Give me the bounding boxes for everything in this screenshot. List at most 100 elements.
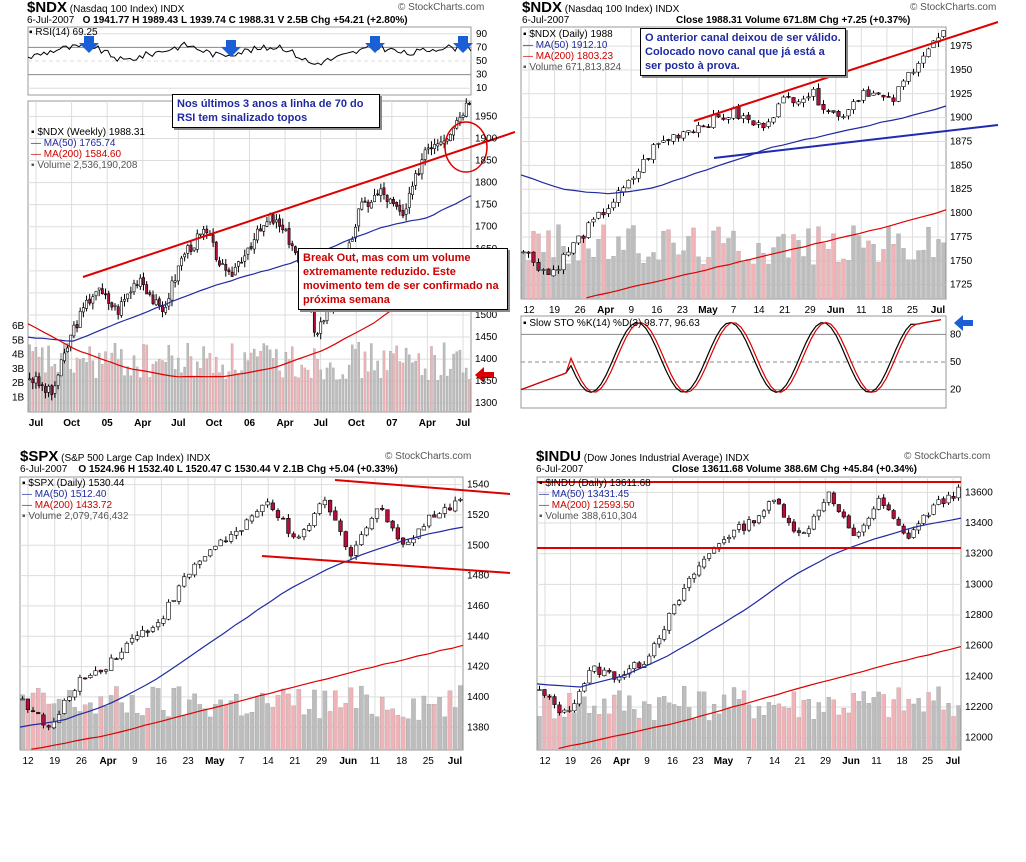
- candle: [861, 524, 866, 533]
- volume-bar: [436, 380, 440, 413]
- ma50-line: [536, 517, 962, 688]
- rsi-line: [27, 41, 472, 66]
- candle: [677, 600, 682, 605]
- volume-bar: [846, 712, 851, 751]
- candle: [542, 689, 547, 696]
- candle: [458, 499, 463, 501]
- x-tick-label: 19: [49, 756, 61, 767]
- candle: [83, 677, 88, 680]
- volume-bar: [107, 362, 110, 413]
- y-tick-label: 1460: [467, 601, 490, 612]
- volume-bar: [721, 694, 727, 751]
- volume-bar: [56, 372, 60, 413]
- volume-bar: [72, 707, 77, 751]
- y-tick-label: 1800: [950, 208, 973, 219]
- candle: [252, 239, 256, 250]
- sto-marker-arrow: [954, 315, 973, 331]
- volume-bar: [652, 720, 657, 751]
- volume-bar: [756, 243, 761, 300]
- volume-bar: [205, 358, 209, 413]
- volume-bar: [886, 717, 891, 751]
- volume-bar: [816, 226, 821, 300]
- volume-bar: [711, 704, 717, 751]
- volume-bar: [208, 353, 212, 413]
- volume-bar: [72, 372, 76, 413]
- candle: [547, 695, 552, 698]
- candle: [366, 201, 370, 207]
- volume-bar: [896, 687, 901, 751]
- channel-annotation: O anterior canal deixou de ser válido. C…: [640, 28, 846, 76]
- candle: [712, 548, 717, 554]
- volume-bar: [641, 263, 646, 300]
- volume-bar: [546, 230, 551, 300]
- candle: [771, 117, 776, 123]
- volume-bar: [202, 708, 208, 751]
- volume-bar: [682, 686, 687, 751]
- candle: [376, 193, 380, 196]
- volume-bar: [677, 706, 682, 751]
- y-tick-label: 1800: [475, 178, 498, 189]
- volume-bar: [171, 687, 177, 751]
- volume-bar: [260, 692, 265, 751]
- candle: [275, 510, 281, 518]
- candle: [287, 228, 291, 245]
- candle: [218, 260, 221, 266]
- candle: [430, 147, 433, 150]
- candle: [936, 499, 941, 505]
- volume-bar: [189, 356, 193, 413]
- candle: [357, 208, 361, 227]
- volume-bar: [452, 707, 458, 751]
- candle: [343, 531, 348, 548]
- ma50-line: [19, 526, 464, 728]
- candle: [886, 504, 891, 511]
- volume-bar: [150, 686, 156, 751]
- candle: [956, 486, 961, 499]
- x-tick-label: 07: [386, 418, 398, 429]
- volume-bar: [91, 360, 95, 413]
- volume-bar: [631, 225, 636, 300]
- volume-bar: [537, 716, 542, 751]
- candle: [556, 269, 561, 272]
- volume-bar: [35, 688, 41, 751]
- symbol: $NDX: [27, 0, 68, 16]
- volume-bar: [287, 359, 291, 413]
- legend: ▪ $INDU (Daily) 13611.68 — MA(50) 13431.…: [539, 478, 651, 522]
- x-tick-label: Jun: [339, 756, 357, 767]
- candle: [707, 553, 712, 559]
- candle: [78, 310, 82, 328]
- x-tick-label: 25: [423, 756, 435, 767]
- volume-bar: [202, 346, 205, 413]
- candle: [421, 526, 427, 531]
- candle: [571, 242, 576, 254]
- candle: [458, 117, 462, 123]
- candle: [676, 134, 681, 139]
- candle: [662, 629, 667, 640]
- candle: [681, 131, 686, 139]
- x-tick-label: Jul: [171, 418, 186, 429]
- volume-bar: [465, 367, 468, 413]
- y-tick-label: 1480: [467, 571, 490, 582]
- volume-tick-label: 2B: [12, 378, 25, 389]
- volume-bar: [85, 362, 88, 413]
- volume-bar: [187, 699, 192, 751]
- candle: [946, 494, 951, 504]
- volume-bar: [866, 703, 871, 751]
- candle: [47, 385, 50, 393]
- volume-bar: [432, 704, 437, 751]
- candle: [360, 201, 364, 210]
- y-tick-label: 1775: [950, 232, 973, 243]
- volume-bar: [88, 702, 93, 751]
- volume-bar: [192, 377, 196, 413]
- candle: [746, 519, 752, 531]
- volume-bar: [906, 259, 911, 300]
- candle: [98, 669, 103, 673]
- candle: [411, 538, 416, 544]
- volume-bar: [756, 706, 762, 751]
- volume-bar: [166, 716, 171, 751]
- candle: [871, 92, 876, 96]
- volume-bar: [421, 695, 427, 751]
- volume-bar: [140, 715, 145, 751]
- volume-bar: [317, 718, 322, 751]
- candle: [871, 508, 876, 519]
- candle: [727, 537, 732, 540]
